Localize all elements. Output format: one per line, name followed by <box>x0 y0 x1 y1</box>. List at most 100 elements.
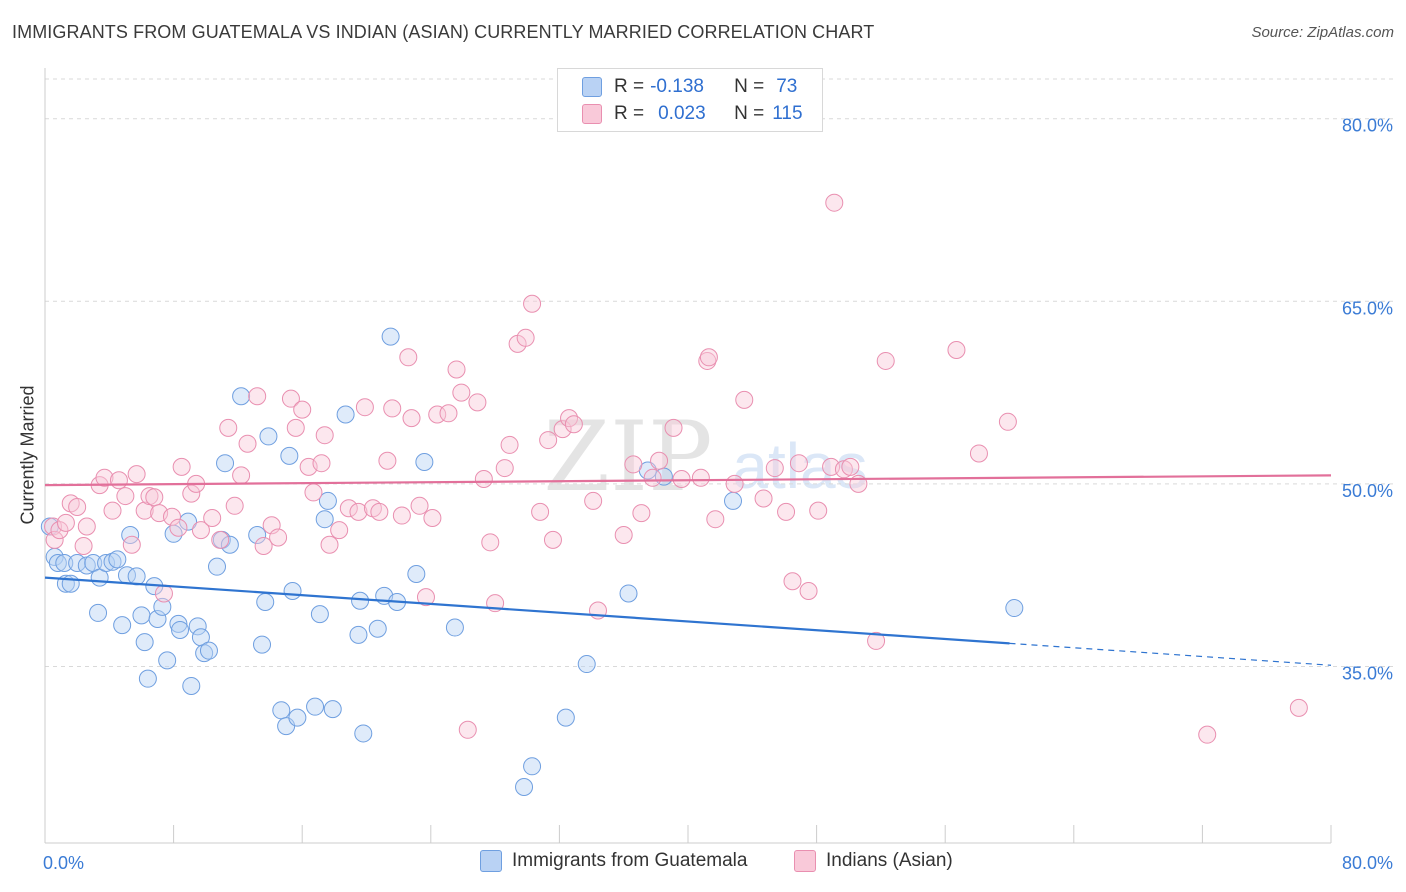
indian-point <box>624 455 643 474</box>
indian-point <box>339 499 358 518</box>
legend-label: Immigrants from Guatemala <box>512 850 748 871</box>
indian-point <box>523 294 542 313</box>
guatemala-point <box>148 610 167 629</box>
indian-point <box>691 468 710 487</box>
indian-point <box>103 501 122 520</box>
indian-point <box>447 360 466 379</box>
guatemala-point <box>179 512 198 531</box>
indian-point <box>135 501 154 520</box>
guatemala-point <box>288 708 307 727</box>
indian-point <box>500 435 519 454</box>
legend-row-guatemala: R = -0.138 N = 73 <box>582 74 797 100</box>
guatemala-point <box>158 651 177 670</box>
indian-point <box>122 535 141 554</box>
indian-point <box>735 390 754 409</box>
series-legend: Immigrants from Guatemala Indians (Asian… <box>0 850 1406 880</box>
y-tick-label: 50.0% <box>1342 481 1393 501</box>
indian-point <box>145 488 164 507</box>
y-axis-label: Currently Married <box>17 385 38 525</box>
r-label: R = <box>614 103 645 124</box>
indian-point <box>225 496 244 515</box>
guatemala-point <box>208 557 227 576</box>
guatemala-point <box>135 633 154 652</box>
guatemala-point <box>407 564 426 583</box>
indian-point <box>304 483 323 502</box>
guatemala-point <box>55 554 74 573</box>
legend-row-indians: R = 0.023 N = 115 <box>582 101 803 127</box>
indian-point <box>468 393 487 412</box>
guatemala-point <box>195 644 214 663</box>
guatemala-point <box>577 655 596 674</box>
indian-point <box>947 340 966 359</box>
indian-trend-line <box>44 474 1332 487</box>
guatemala-point <box>310 605 329 624</box>
indian-point <box>203 508 222 527</box>
indian-point <box>481 533 500 552</box>
indian-point <box>370 502 389 521</box>
guatemala-point <box>220 535 239 554</box>
indian-point <box>383 399 402 418</box>
indian-point <box>543 530 562 549</box>
guatemala-point <box>415 452 434 471</box>
guatemala-point <box>351 591 370 610</box>
guatemala-point <box>272 701 291 720</box>
guatemala-point <box>283 582 302 601</box>
indian-point <box>553 420 572 439</box>
pink-swatch-icon <box>794 850 816 872</box>
indian-point <box>777 502 796 521</box>
indian-point <box>320 535 339 554</box>
guatemala-point <box>171 620 190 639</box>
indian-point <box>238 434 257 453</box>
indian-point <box>765 459 784 478</box>
indian-point <box>330 521 349 540</box>
indian-point <box>841 457 860 476</box>
guatemala-point <box>306 697 325 716</box>
indian-point <box>254 536 273 555</box>
indian-point <box>531 502 550 521</box>
watermark-atlas: atlas <box>732 430 867 502</box>
indian-point <box>286 418 305 437</box>
indian-point <box>1289 698 1308 717</box>
indian-point <box>564 415 583 434</box>
guatemala-point <box>248 526 267 545</box>
indian-point <box>315 426 334 445</box>
guatemala-trend-line <box>44 576 1010 645</box>
indian-point <box>998 412 1017 431</box>
legend-item-indians: Indians (Asian) <box>794 850 953 872</box>
indian-point <box>219 418 238 437</box>
indian-point <box>969 444 988 463</box>
indian-point <box>211 530 230 549</box>
indian-point <box>68 498 87 517</box>
guatemala-point <box>48 554 67 573</box>
indian-point <box>248 387 267 406</box>
guatemala-point <box>724 491 743 510</box>
indian-point <box>162 507 181 526</box>
guatemala-point <box>191 628 210 647</box>
guatemala-point <box>61 574 80 593</box>
guatemala-point <box>113 616 132 635</box>
guatemala-point <box>354 724 373 743</box>
indian-point <box>116 487 135 506</box>
indian-point <box>452 383 471 402</box>
indian-point <box>416 588 435 607</box>
indian-point <box>410 496 429 515</box>
guatemala-point <box>381 327 400 346</box>
indian-point <box>95 468 114 487</box>
indian-point <box>399 348 418 367</box>
guatemala-point <box>336 405 355 424</box>
indian-point <box>876 351 895 370</box>
y-tick-label: 65.0% <box>1342 298 1393 318</box>
indian-point <box>281 389 300 408</box>
indian-point <box>825 193 844 212</box>
indian-point <box>1198 725 1217 744</box>
guatemala-trend-extension <box>1009 642 1332 666</box>
guatemala-point <box>318 491 337 510</box>
guatemala-point <box>169 614 188 633</box>
indian-point <box>45 530 64 549</box>
indian-point <box>50 521 69 540</box>
guatemala-point <box>619 584 638 603</box>
stats-legend: R = -0.138 N = 73 R = 0.023 N = 115 <box>557 68 823 132</box>
indian-point <box>169 518 188 537</box>
x-tick-label: 80.0% <box>1342 853 1393 873</box>
y-tick-label: 80.0% <box>1342 116 1393 136</box>
